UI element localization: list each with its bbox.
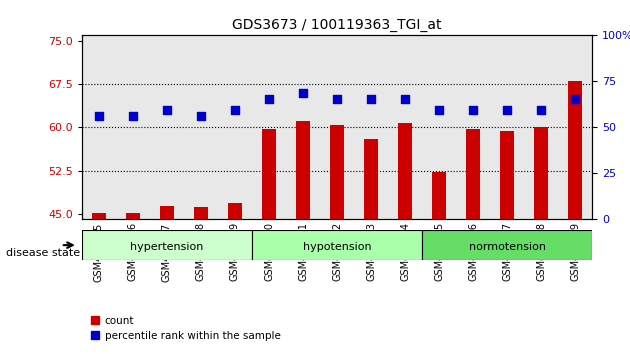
Bar (466, 129, 480, 354)
Bar (252, 230, 422, 260)
Bar (432, 172, 446, 354)
Point (400, 96, 410, 102)
Point (298, 90, 308, 96)
Text: normotension: normotension (469, 242, 546, 252)
Bar (194, 207, 208, 354)
Bar (126, 213, 140, 354)
Point (264, 96, 274, 102)
Bar (500, 131, 514, 354)
Point (162, 107, 172, 113)
Text: hypotension: hypotension (303, 242, 371, 252)
Point (332, 96, 342, 102)
Point (94, 113, 104, 119)
Bar (262, 129, 276, 354)
Point (128, 113, 138, 119)
Bar (92, 212, 106, 354)
Legend: count, percentile rank within the sample: count, percentile rank within the sample (87, 312, 285, 345)
Bar (296, 120, 310, 354)
Bar (330, 125, 344, 354)
Bar (228, 203, 242, 354)
Text: disease state: disease state (6, 248, 81, 258)
Bar (364, 139, 378, 354)
Point (196, 113, 206, 119)
Point (536, 107, 546, 113)
Bar (82, 230, 252, 260)
Bar (534, 127, 548, 354)
Point (366, 96, 376, 102)
Title: GDS3673 / 100119363_TGI_at: GDS3673 / 100119363_TGI_at (232, 18, 442, 32)
Point (230, 107, 240, 113)
Point (502, 107, 512, 113)
Bar (422, 230, 592, 260)
Bar (398, 123, 412, 354)
Text: hypertension: hypertension (130, 242, 203, 252)
Point (570, 96, 580, 102)
Bar (160, 206, 174, 354)
Point (434, 107, 444, 113)
Point (468, 107, 478, 113)
Bar (568, 81, 582, 354)
